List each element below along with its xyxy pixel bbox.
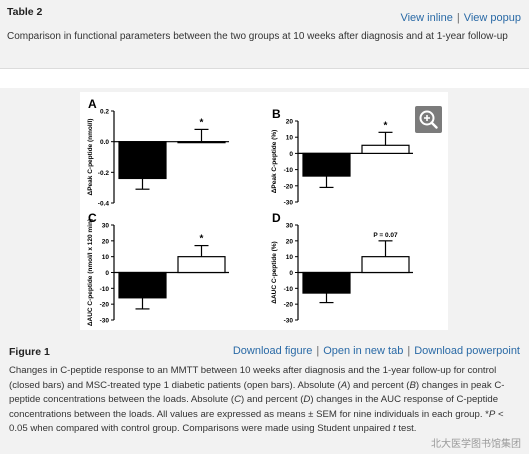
control-bar: [118, 271, 167, 299]
figure-title: Figure 1: [9, 346, 50, 358]
open-new-tab-link[interactable]: Open in new tab: [323, 345, 404, 357]
caption-part: ) changes in the AUC response of C-pepti…: [9, 394, 499, 420]
figure-caption: Changes in C-peptide response to an MMTT…: [9, 364, 521, 437]
y-tick-label: 10: [286, 135, 294, 142]
y-axis-label: ΔPeak C-peptide (nmol/l): [87, 119, 94, 196]
y-tick-label: 20: [286, 238, 294, 245]
figure-links: Download figure | Open in new tab | Download…: [233, 345, 520, 357]
y-tick-label: -0.2: [98, 170, 110, 177]
control-bar: [302, 271, 351, 294]
caption-part: < 0.05 when compared with control group.…: [9, 408, 504, 435]
zoom-glyph: [419, 110, 438, 129]
y-tick-label: 30: [286, 223, 294, 230]
panel-letter: D: [272, 211, 281, 225]
download-figure-link[interactable]: Download figure: [232, 345, 313, 357]
y-tick-label: 10: [286, 254, 294, 261]
significance-annotation: *: [384, 120, 388, 131]
y-tick-label: -0.4: [98, 201, 110, 208]
caption-part: t: [392, 423, 396, 435]
y-tick-label: 20: [286, 119, 294, 126]
y-tick-label: 30: [102, 223, 110, 230]
treated-bar: [361, 256, 410, 274]
caption-part: D: [303, 394, 311, 406]
treated-bar: [177, 256, 226, 274]
table-caption: Comparison in functional parameters betw…: [7, 31, 508, 42]
caption-part: B: [409, 379, 416, 391]
y-axis-label: ΔAUC C-peptide (%): [271, 241, 278, 303]
significance-annotation: P = 0.07: [373, 232, 398, 239]
panel-letter: C: [88, 211, 97, 225]
caption-part: ) and percent (: [347, 379, 410, 391]
control-bar: [302, 152, 351, 177]
caption-part: C: [234, 394, 242, 406]
table-links: View inline | View popup: [400, 12, 521, 24]
chart-panel-d: D ΔAUC C-peptide (%) -30 -20 -10 0 10 20 30 P = 0…: [271, 211, 413, 325]
y-tick-label: -20: [284, 183, 294, 190]
y-tick-label: 0: [105, 270, 109, 277]
y-axis-label: ΔAUC C-peptide (nmol/l x 120 min): [87, 219, 94, 326]
significance-annotation: *: [200, 117, 204, 128]
treated-bar: [361, 144, 410, 154]
caption-part: P: [488, 408, 496, 420]
y-tick-label: 0.2: [100, 109, 109, 116]
y-tick-label: 0: [289, 270, 293, 277]
y-tick-label: 0.0: [100, 139, 109, 146]
y-tick-label: 0: [289, 151, 293, 158]
y-tick-label: 20: [102, 238, 110, 245]
y-tick-label: 10: [102, 254, 110, 261]
table-title: Table 2: [7, 6, 43, 18]
y-tick-label: -30: [284, 200, 294, 207]
figure-panel: A ΔPeak C-peptide (nmol/l) -0.4 -0.2 0.0 0.2 *…: [0, 88, 529, 454]
link-separator: |: [316, 345, 320, 357]
table-panel: Table 2 View inline | View popup Compariso…: [0, 0, 529, 69]
chart-panel-b: B ΔPeak C-peptide (%) -30 -20 -10 0 10 20 *: [271, 107, 413, 207]
caption-part: ) and percent (: [241, 394, 304, 406]
y-tick-label: -20: [284, 302, 294, 309]
treated-bar: [177, 141, 226, 144]
panel-letter: A: [88, 97, 97, 111]
y-tick-label: -30: [100, 318, 110, 325]
view-inline-link[interactable]: View inline: [400, 12, 453, 24]
zoom-in-icon[interactable]: [415, 106, 442, 133]
y-tick-label: -10: [284, 286, 294, 293]
caption-part: ) changes in peak C-peptide concentratio…: [9, 379, 505, 406]
figure-charts: A ΔPeak C-peptide (nmol/l) -0.4 -0.2 0.0 0.2 *…: [87, 97, 413, 326]
y-tick-label: -10: [284, 167, 294, 174]
view-popup-link[interactable]: View popup: [463, 12, 521, 24]
link-separator: |: [407, 345, 411, 357]
y-tick-label: -20: [100, 302, 110, 309]
caption-part: Changes in C-peptide response to an MMTT…: [9, 365, 497, 391]
download-powerpoint-link[interactable]: Download powerpoint: [414, 345, 520, 357]
watermark: 北大医学图书馆集团: [431, 439, 521, 450]
link-separator: |: [456, 12, 460, 24]
caption-part: A: [340, 379, 348, 391]
caption-part: test.: [395, 423, 417, 435]
figure-image[interactable]: A ΔPeak C-peptide (nmol/l) -0.4 -0.2 0.0 0.2 *…: [80, 92, 448, 330]
control-bar: [118, 141, 167, 180]
significance-annotation: *: [200, 234, 204, 245]
y-tick-label: -10: [100, 286, 110, 293]
y-tick-label: -30: [284, 318, 294, 325]
chart-panel-a: A ΔPeak C-peptide (nmol/l) -0.4 -0.2 0.0 0.2 *: [87, 97, 229, 208]
panel-letter: B: [272, 107, 281, 121]
y-axis-label: ΔPeak C-peptide (%): [271, 130, 278, 194]
